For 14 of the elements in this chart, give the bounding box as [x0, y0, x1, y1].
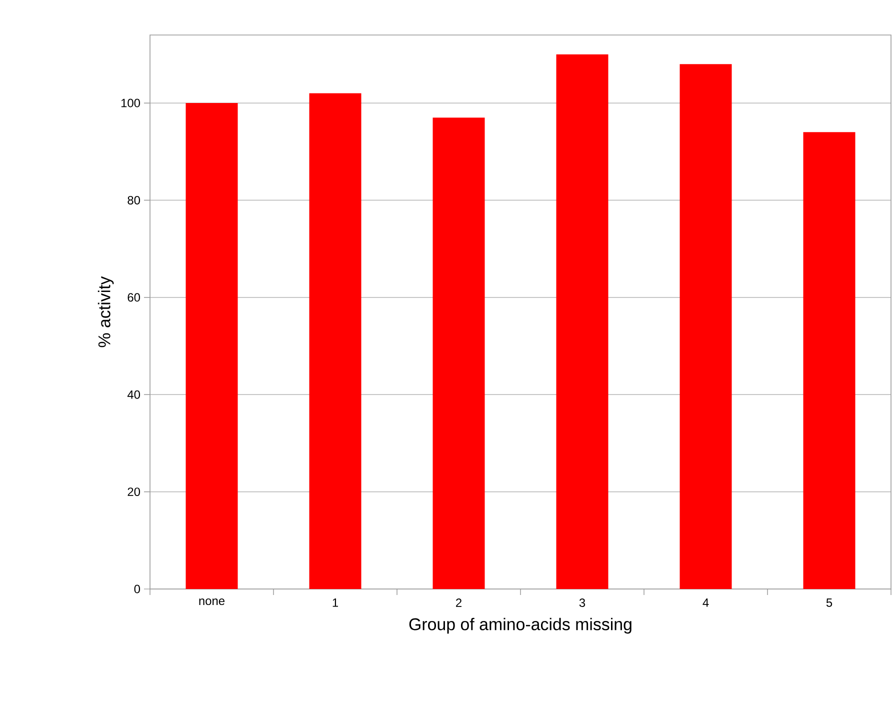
y-tick-label: 40 — [127, 390, 140, 399]
y-tick-label: 60 — [128, 293, 140, 302]
x-tick-label: 2 — [456, 598, 462, 607]
y-axis-title: % activity — [98, 276, 114, 348]
y-tick-label: 0 — [134, 584, 140, 594]
x-axis-title: Group of amino-acids missing — [409, 618, 632, 634]
x-tick-label: 4 — [702, 598, 709, 607]
y-tick-label: 80 — [128, 196, 140, 204]
x-tick-label: 3 — [579, 598, 586, 607]
y-tick-label: 20 — [128, 488, 140, 496]
y-tick-label: 100 — [121, 98, 140, 108]
x-tick-label: none — [199, 598, 225, 606]
x-tick-label: 1 — [332, 598, 338, 607]
x-tick-label: 5 — [826, 598, 832, 607]
